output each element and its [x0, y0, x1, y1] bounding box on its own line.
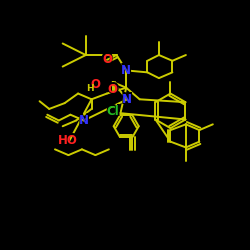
Text: O: O — [108, 83, 118, 96]
Text: H: H — [86, 84, 94, 93]
Text: O: O — [90, 78, 101, 91]
Text: N: N — [78, 113, 90, 128]
Text: HO: HO — [55, 132, 80, 148]
Text: O: O — [106, 82, 119, 97]
Text: Cl: Cl — [106, 105, 119, 118]
Text: H: H — [85, 82, 94, 95]
Text: HO: HO — [58, 134, 78, 146]
Text: O: O — [101, 52, 113, 67]
Text: N: N — [121, 92, 133, 108]
Text: Cl: Cl — [105, 104, 120, 119]
Text: O: O — [102, 53, 112, 66]
Text: O: O — [89, 77, 102, 92]
Text: N: N — [122, 94, 132, 106]
Text: N: N — [120, 63, 132, 78]
Text: N: N — [121, 64, 131, 77]
Text: N: N — [79, 114, 89, 127]
